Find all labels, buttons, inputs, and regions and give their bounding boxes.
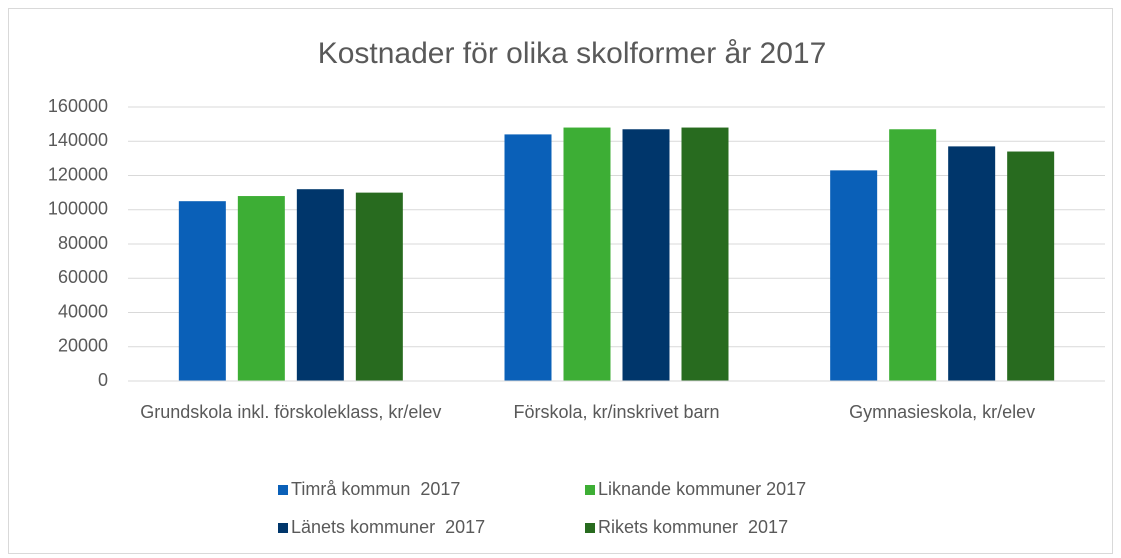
y-tick-label: 100000 (48, 199, 108, 219)
bar (563, 127, 611, 381)
y-tick-label: 40000 (58, 301, 108, 321)
x-tick-label: Grundskola inkl. förskoleklass, kr/elev (140, 402, 442, 422)
y-tick-label: 120000 (48, 164, 108, 184)
bar (504, 134, 552, 381)
bar (889, 129, 937, 381)
legend-swatch (278, 523, 288, 533)
y-tick-label: 80000 (58, 233, 108, 253)
bar (1007, 151, 1055, 381)
bar (622, 129, 670, 381)
legend-label: Timrå kommun 2017 (291, 479, 460, 499)
x-tick-label: Förskola, kr/inskrivet barn (513, 402, 720, 422)
y-tick-label: 60000 (58, 267, 108, 287)
bar (296, 189, 344, 381)
chart-frame (8, 8, 1113, 554)
legend-swatch (585, 523, 595, 533)
legend-swatch (585, 485, 595, 495)
bar (681, 127, 729, 381)
bar (355, 192, 403, 381)
legend-label: Rikets kommuner 2017 (598, 517, 788, 537)
y-tick-label: 20000 (58, 336, 108, 356)
legend-label: Liknande kommuner 2017 (598, 479, 806, 499)
x-tick-label: Gymnasieskola, kr/elev (849, 402, 1036, 422)
bar (237, 196, 285, 381)
y-tick-label: 0 (98, 370, 108, 390)
legend-label: Länets kommuner 2017 (291, 517, 485, 537)
chart-title: Kostnader för olika skolformer år 2017 (318, 37, 827, 70)
bar (830, 170, 878, 381)
y-tick-label: 140000 (48, 130, 108, 150)
bar (178, 201, 226, 381)
y-tick-label: 160000 (48, 96, 108, 116)
bar (948, 146, 996, 381)
legend-swatch (278, 485, 288, 495)
